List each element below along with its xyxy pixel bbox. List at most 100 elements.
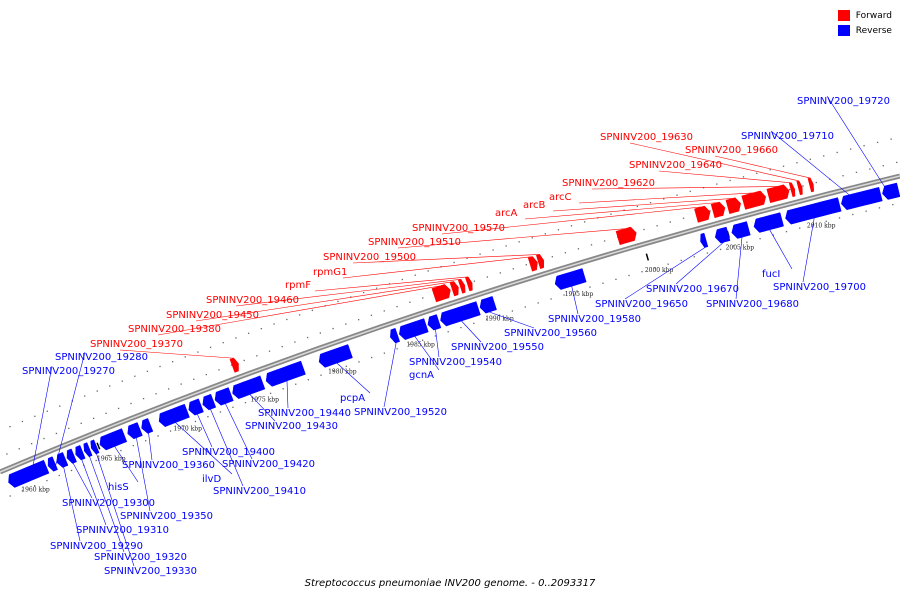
guide-dot — [209, 346, 212, 349]
gene-spninv200-19380-label: SPNINV200_19380 — [128, 324, 221, 335]
gene-spninv200-19360-label: SPNINV200_19360 — [122, 460, 215, 471]
gene-spninv200-19630-leader — [629, 142, 799, 182]
guide-dot — [486, 276, 489, 278]
guide-dot — [525, 264, 527, 266]
guide-dot — [298, 314, 301, 316]
genome-backbone-highlight — [0, 175, 900, 473]
guide-dot — [117, 407, 120, 410]
position-dots — [6, 138, 898, 497]
gene-spninv200-19360-arrow — [141, 418, 154, 434]
guide-dot — [345, 323, 347, 325]
guide-dot — [194, 420, 197, 423]
guide-dot — [193, 378, 195, 380]
gene-spninv200-19700-leader — [802, 218, 815, 283]
guide-dot — [171, 361, 174, 363]
guide-dot — [243, 359, 245, 362]
tick-label: 1995 kbp — [565, 291, 594, 298]
gene-arcc-label: arcC — [549, 192, 572, 203]
gene-spninv200-19670-leader — [675, 242, 724, 285]
guide-dot — [222, 341, 224, 344]
gene-fuci-label: fucI — [762, 269, 780, 280]
guide-dot — [825, 220, 827, 222]
guide-dot — [511, 310, 514, 312]
guide-dot — [256, 355, 258, 357]
gene-spninv200-19420-arrow — [214, 387, 234, 406]
gene-fuci-leader — [769, 229, 793, 270]
guide-dot — [235, 337, 237, 339]
gene-spninv200-19460-arrow — [457, 278, 466, 294]
gene-spninv200-19430-arrow — [232, 375, 266, 399]
gene-spninv200-19720-arrow — [882, 182, 900, 200]
guide-dot — [733, 245, 735, 247]
guide-dot — [55, 432, 58, 435]
gene-arrows — [8, 177, 900, 488]
guide-dot — [337, 300, 339, 303]
guide-dot — [505, 245, 507, 247]
guide-dot — [319, 332, 321, 334]
guide-dot — [641, 271, 643, 273]
gene-spninv200-19440-arrow — [265, 360, 306, 387]
guide-dot — [257, 397, 259, 399]
gene-spninv200-19290-leader — [63, 467, 81, 542]
guide-dot — [95, 459, 97, 462]
gene-spninv200-19330-leader — [96, 453, 135, 567]
guide-dot — [218, 369, 220, 371]
guide-dot — [896, 161, 898, 164]
gene-spninv200-19430-leader — [249, 394, 276, 422]
gene-arcc-leader — [578, 192, 753, 204]
guide-dot — [6, 453, 8, 455]
gene-spninv200-19460-label: SPNINV200_19460 — [206, 295, 299, 306]
guide-dot — [577, 248, 580, 250]
gene-spninv200-19680-label: SPNINV200_19680 — [706, 299, 799, 310]
guide-dot — [260, 327, 262, 330]
guide-dot — [295, 383, 297, 385]
gene-spninv200-19310-label: SPNINV200_19310 — [76, 525, 169, 536]
legend-forward-label: Forward — [855, 10, 892, 21]
gene-spninv200-19280-label: SPNINV200_19280 — [55, 352, 148, 363]
guide-dot — [142, 397, 145, 400]
gene-spninv200-19310-leader — [81, 459, 107, 526]
guide-dot — [643, 228, 645, 231]
gene-spninv200-19320-leader — [89, 456, 125, 553]
guide-dot — [656, 225, 658, 227]
gene-spninv200-19400-leader — [197, 414, 213, 448]
gene-spninv200-19320-arrow — [83, 442, 93, 458]
guide-dot — [838, 217, 841, 219]
gene-spninv200-19560-arrow — [479, 296, 497, 314]
guide-dot — [759, 238, 761, 240]
guide-dot — [159, 365, 161, 368]
tick-label: 1960 kbp — [21, 487, 50, 494]
gene-spninv200-19660-arrow — [807, 177, 814, 193]
gene-arca-label: arcA — [495, 208, 518, 219]
guide-dot — [169, 430, 172, 432]
guide-dot — [281, 345, 283, 348]
gene-spninv200-19500-arrow — [535, 254, 545, 270]
guide-dot — [109, 385, 111, 387]
gene-spninv200-19300-label: SPNINV200_19300 — [62, 498, 155, 509]
guide-dot — [680, 259, 682, 262]
guide-dot — [689, 190, 691, 193]
guide-dot — [414, 274, 416, 276]
genome-caption: Streptococcus pneumoniae INV200 genome. … — [304, 578, 596, 589]
gene-spninv200-19270-leader — [29, 365, 53, 482]
guide-dot — [105, 412, 107, 415]
gene-pcpa-leader — [336, 362, 371, 394]
gene-spninv200-19350-arrow — [127, 422, 143, 440]
gene-spninv200-19290-label: SPNINV200_19290 — [50, 541, 143, 552]
guide-dot — [785, 230, 788, 233]
guide-dot — [332, 327, 334, 330]
guide-dot — [890, 138, 892, 140]
gene-ilvd-leader — [175, 422, 233, 475]
guide-dot — [18, 448, 20, 450]
gene-spninv200-19620-arrow — [766, 184, 790, 204]
guide-dot — [498, 314, 501, 316]
gene-spninv200-19400-arrow — [188, 398, 204, 416]
gene-spninv200-19580-leader — [571, 286, 579, 315]
guide-dot — [583, 221, 586, 223]
gene-spninv200-19710-label: SPNINV200_19710 — [741, 131, 834, 142]
guide-dot — [676, 194, 678, 196]
gene-spninv200-19420-label: SPNINV200_19420 — [222, 459, 315, 470]
guide-dot — [815, 181, 817, 184]
guide-dot — [576, 290, 578, 292]
